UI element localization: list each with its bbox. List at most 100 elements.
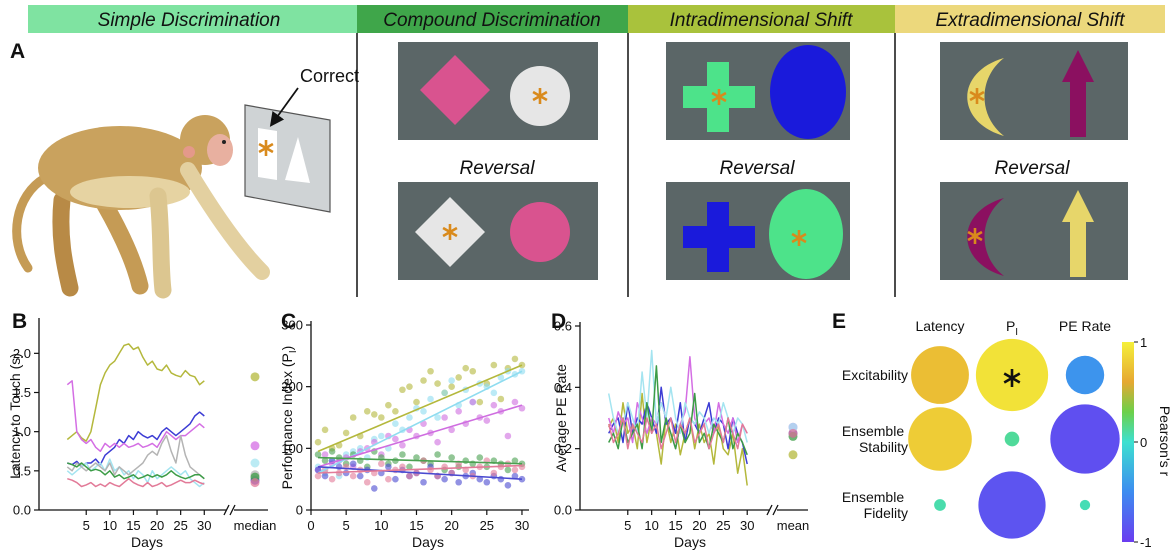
point <box>322 427 329 434</box>
point <box>441 476 448 483</box>
text-part: Performance Index (P <box>279 353 295 489</box>
text-part: Ensemble <box>842 489 908 505</box>
point <box>441 390 448 397</box>
line <box>67 344 204 441</box>
y-tick-label: 300 <box>281 318 303 333</box>
correlation-bubble <box>908 407 972 471</box>
x-tick-label: 30 <box>197 518 211 533</box>
point <box>371 485 378 492</box>
y-tick-label: 0.6 <box>554 319 572 334</box>
correlation-bubble <box>1080 500 1090 510</box>
screen-stimulus <box>258 128 277 180</box>
point <box>385 476 392 483</box>
point <box>322 473 329 480</box>
reversal-label: Reversal <box>720 158 796 179</box>
point <box>371 411 378 418</box>
point <box>378 433 385 440</box>
point <box>512 399 519 406</box>
point <box>484 479 491 486</box>
point <box>498 396 505 403</box>
row-label: Ensemble Stability <box>842 423 908 455</box>
point <box>469 399 476 406</box>
x-tick-label: 15 <box>668 518 682 533</box>
point <box>322 451 329 458</box>
stage-title: Intradimensional Shift <box>670 10 853 31</box>
correlation-bubble <box>1005 432 1020 447</box>
x-tick-label: 0 <box>307 518 314 533</box>
point <box>476 454 483 461</box>
point <box>469 368 476 375</box>
point <box>448 383 455 390</box>
point <box>350 460 357 467</box>
x-tick-label: mean <box>777 518 810 533</box>
point <box>399 442 406 449</box>
line <box>67 412 204 467</box>
y-axis-label: Performance Index (PI) <box>279 346 299 490</box>
point <box>420 479 427 486</box>
text-part: P <box>1006 318 1015 334</box>
point <box>491 402 498 409</box>
point <box>406 473 413 480</box>
column-label: Latency <box>915 318 964 334</box>
point <box>434 451 441 458</box>
point <box>462 457 469 464</box>
point <box>385 402 392 409</box>
y-tick-label: 0.0 <box>13 503 31 518</box>
point <box>476 399 483 406</box>
summary-dot <box>251 441 260 450</box>
point <box>505 482 512 489</box>
point <box>392 420 399 427</box>
colorbar-tick-label: 0 <box>1140 435 1147 450</box>
point <box>364 408 371 415</box>
point <box>385 464 392 471</box>
panel-label: E <box>832 310 846 333</box>
x-tick-label: 25 <box>480 518 494 533</box>
x-tick-label: 30 <box>740 518 754 533</box>
y-axis-label: Latency to Touch (s) <box>7 353 23 479</box>
summary-dot <box>251 459 260 468</box>
stage-title: Simple Discrimination <box>98 10 281 31</box>
point <box>434 439 441 446</box>
point <box>399 386 406 393</box>
column-label: PE Rate <box>1059 318 1111 334</box>
text-part: Stability <box>859 439 908 455</box>
point <box>420 377 427 384</box>
fit-line <box>318 405 522 467</box>
x-tick-label: 20 <box>444 518 458 533</box>
fit-line <box>318 365 522 451</box>
x-tick-label: 20 <box>692 518 706 533</box>
point <box>315 473 322 480</box>
correlation-bubble <box>934 499 946 511</box>
x-tick-label: 5 <box>343 518 350 533</box>
x-tick-label: 15 <box>409 518 423 533</box>
point <box>455 408 462 415</box>
point <box>336 464 343 471</box>
point <box>343 470 350 477</box>
correlation-bubble <box>1066 356 1104 394</box>
text-part: ) <box>279 346 295 351</box>
x-tick-label: 20 <box>150 518 164 533</box>
x-axis-label: Days <box>412 534 444 550</box>
stage-title: Compound Discrimination <box>383 10 601 31</box>
point <box>512 356 519 363</box>
colorbar-label: Pearson's r <box>1157 406 1170 477</box>
x-tick-label: 5 <box>624 518 631 533</box>
panel-label: B <box>12 310 27 333</box>
point <box>505 467 512 474</box>
column-label: PI <box>1006 318 1018 338</box>
point <box>441 414 448 421</box>
point <box>484 417 491 424</box>
annotation: Correct <box>300 66 359 86</box>
text-part: Fidelity <box>864 505 908 521</box>
point <box>427 467 434 474</box>
x-axis-label: Days <box>131 534 163 550</box>
colorbar-tick-label: 1 <box>1140 335 1147 350</box>
y-tick-label: 0 <box>296 503 303 518</box>
point <box>427 396 434 403</box>
point <box>505 433 512 440</box>
point <box>491 362 498 369</box>
point <box>462 365 469 372</box>
point <box>329 476 336 483</box>
point <box>364 479 371 486</box>
correlation-bubble <box>1050 404 1119 473</box>
